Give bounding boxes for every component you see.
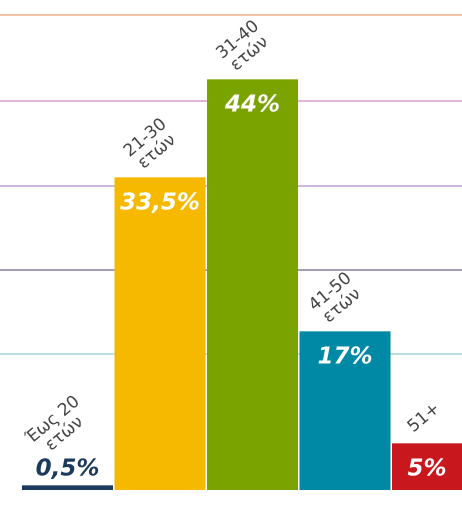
- bar: [392, 443, 462, 490]
- category-line: 51+: [404, 398, 444, 436]
- bar: [22, 485, 113, 490]
- bar: [207, 79, 298, 490]
- category-label: 51+: [404, 398, 444, 436]
- value-label: 5%: [407, 455, 446, 481]
- value-label: 0,5%: [36, 455, 100, 481]
- bar: [114, 177, 206, 491]
- value-label: 44%: [224, 91, 280, 117]
- value-label: 17%: [317, 343, 372, 369]
- value-label: 33,5%: [120, 189, 200, 215]
- bar: [299, 331, 391, 490]
